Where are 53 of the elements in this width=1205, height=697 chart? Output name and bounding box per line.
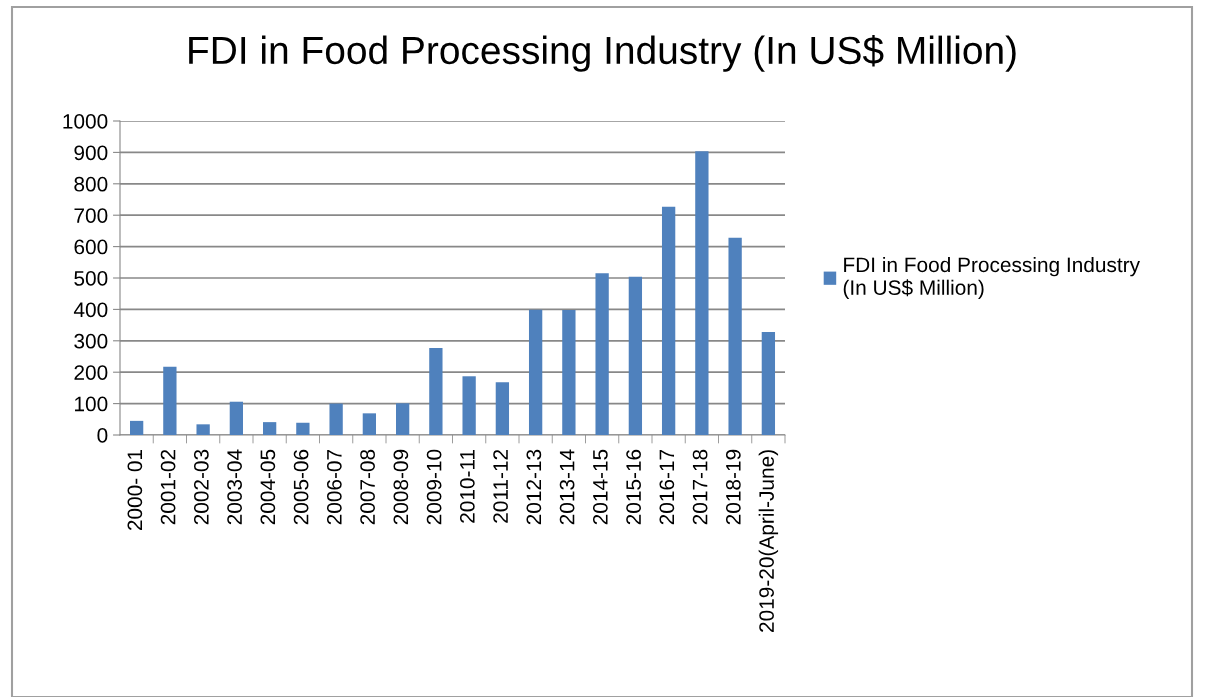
bar xyxy=(429,348,443,435)
bar xyxy=(229,401,244,435)
x-tick-label: 2004-05 xyxy=(260,449,276,525)
x-tick-label: 2007-08 xyxy=(360,449,375,525)
bar xyxy=(296,422,310,435)
bar xyxy=(395,403,410,435)
x-tick-label: 2014-15 xyxy=(592,449,608,525)
bar xyxy=(761,332,776,435)
x-tick-label: 2011-12 xyxy=(493,449,508,523)
bar xyxy=(595,273,609,435)
bar xyxy=(163,366,177,435)
x-tick-label: 2019-20(April-June) xyxy=(758,450,779,632)
y-tick-label: 100 xyxy=(75,396,108,412)
bar xyxy=(661,206,676,435)
x-tick-label: 2001-02 xyxy=(160,449,176,525)
y-tick-label: 500 xyxy=(74,271,108,286)
x-tick-label: 2002-03 xyxy=(193,449,209,525)
bar xyxy=(362,413,377,435)
y-tick-label: 800 xyxy=(74,176,108,192)
y-tick-label: 300 xyxy=(74,333,108,349)
y-tick-label: 600 xyxy=(74,239,108,255)
bar xyxy=(528,309,543,435)
x-tick-label: 2000- 01 xyxy=(127,449,143,531)
bar xyxy=(462,376,476,435)
bar xyxy=(329,403,343,435)
y-tick-label: 200 xyxy=(74,365,108,380)
bar xyxy=(728,237,742,435)
y-tick-label: 0 xyxy=(97,428,108,443)
bar xyxy=(495,382,510,435)
x-tick-label: 2005-06 xyxy=(293,449,309,525)
x-tick-label: 2008-09 xyxy=(393,449,409,525)
x-tick-label: 2016-17 xyxy=(659,449,675,525)
x-tick-label: 2012-13 xyxy=(526,449,542,525)
x-tick-label: 2013-14 xyxy=(559,449,575,525)
y-tick-label: 400 xyxy=(73,302,108,318)
x-tick-label: 2010-11 xyxy=(459,449,475,523)
bar xyxy=(695,151,709,435)
bar xyxy=(196,424,210,435)
y-tick-label: 700 xyxy=(74,208,108,223)
legend-label: FDI in Food Processing Industry (In US$ Million) xyxy=(843,256,1140,300)
x-tick-label: 2015-16 xyxy=(626,449,641,525)
y-tick-label: 1000 xyxy=(63,114,108,129)
y-tick-label: 900 xyxy=(74,145,108,161)
x-tick-label: 2006-07 xyxy=(326,449,342,525)
x-tick-label: 2009-10 xyxy=(426,449,442,525)
bar xyxy=(129,420,144,435)
x-tick-label: 2003-04 xyxy=(227,449,242,525)
bar xyxy=(562,310,576,435)
bar xyxy=(262,422,277,435)
chart-title: FDI in Food Processing Industry (In US$ Million) xyxy=(189,35,1016,72)
x-tick-label: 2017-18 xyxy=(692,449,708,525)
bar xyxy=(628,276,643,435)
x-tick-label: 2018-19 xyxy=(725,449,741,525)
